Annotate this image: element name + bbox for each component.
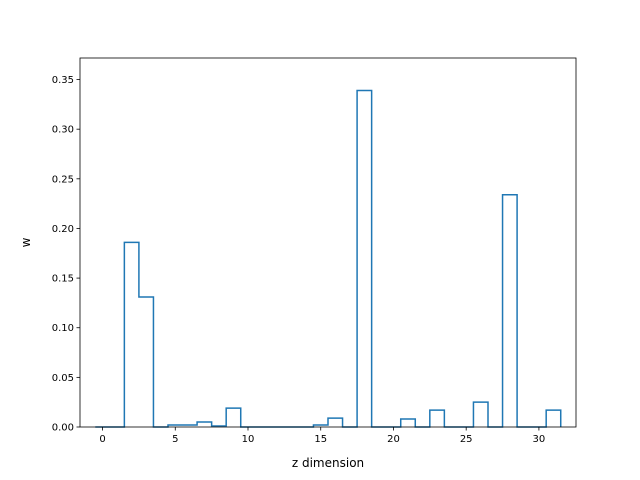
x-tick-label: 25 [460, 434, 473, 445]
x-tick-label: 30 [533, 434, 546, 445]
y-axis: 0.00 0.05 0.10 0.15 0.20 0.25 0.30 0.35 [52, 75, 80, 434]
y-tick-label: 0.05 [52, 373, 74, 384]
y-tick-label: 0.10 [52, 323, 74, 334]
x-tick-label: 10 [242, 434, 255, 445]
histogram-step-line [95, 89, 562, 428]
x-tick-label: 0 [99, 434, 105, 445]
y-tick-label: 0.30 [52, 125, 74, 136]
axes-frame [79, 57, 577, 428]
y-tick-label: 0.35 [52, 75, 74, 86]
x-tick-label: 20 [387, 434, 400, 445]
plot-area [95, 89, 562, 428]
y-tick-label: 0.25 [52, 174, 74, 185]
x-axis-label: z dimension [292, 456, 364, 470]
y-tick-label: 0.15 [52, 274, 74, 285]
x-tick-label: 15 [314, 434, 327, 445]
x-axis: 0 5 10 15 20 25 30 [99, 427, 545, 445]
y-tick-label: 0.00 [52, 423, 74, 434]
y-axis-label: w [19, 237, 33, 247]
x-tick-label: 5 [172, 434, 178, 445]
y-tick-label: 0.20 [52, 224, 74, 235]
